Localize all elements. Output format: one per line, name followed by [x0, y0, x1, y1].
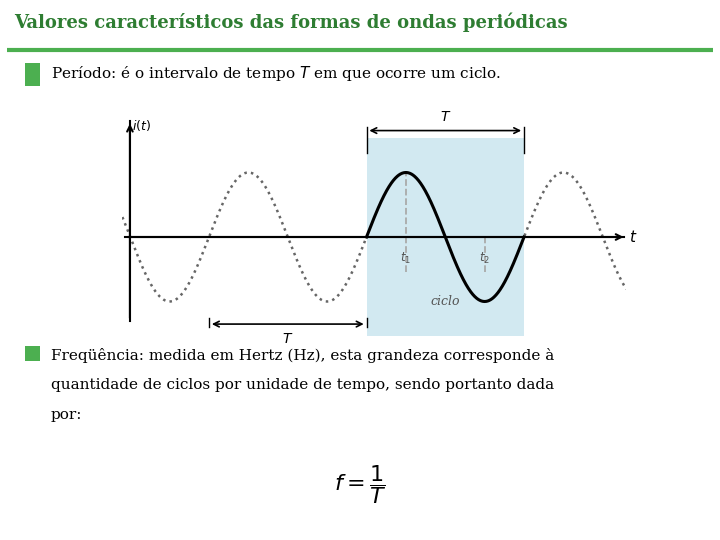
- Bar: [24, 346, 40, 361]
- Text: ciclo: ciclo: [431, 295, 460, 308]
- Text: $t_1$: $t_1$: [400, 251, 411, 266]
- Text: $T$: $T$: [282, 332, 294, 346]
- Bar: [24, 63, 40, 86]
- Text: Freqüência: medida em Hertz (Hz), esta grandeza corresponde à: Freqüência: medida em Hertz (Hz), esta g…: [51, 348, 554, 363]
- Text: Período: é o intervalo de tempo $T$ em que ocorre um ciclo.: Período: é o intervalo de tempo $T$ em q…: [51, 64, 501, 83]
- Text: $t_2$: $t_2$: [479, 251, 490, 266]
- Text: Valores característicos das formas de ondas periódicas: Valores característicos das formas de on…: [14, 12, 568, 32]
- Text: $T$: $T$: [440, 110, 451, 124]
- Text: por:: por:: [51, 408, 83, 422]
- Text: quantidade de ciclos por unidade de tempo, sendo portanto dada: quantidade de ciclos por unidade de temp…: [51, 378, 554, 392]
- Text: $i(t)$: $i(t)$: [132, 118, 151, 133]
- Text: $f = \dfrac{1}{T}$: $f = \dfrac{1}{T}$: [334, 463, 386, 505]
- Text: $t$: $t$: [629, 229, 637, 245]
- Bar: [366, 138, 524, 335]
